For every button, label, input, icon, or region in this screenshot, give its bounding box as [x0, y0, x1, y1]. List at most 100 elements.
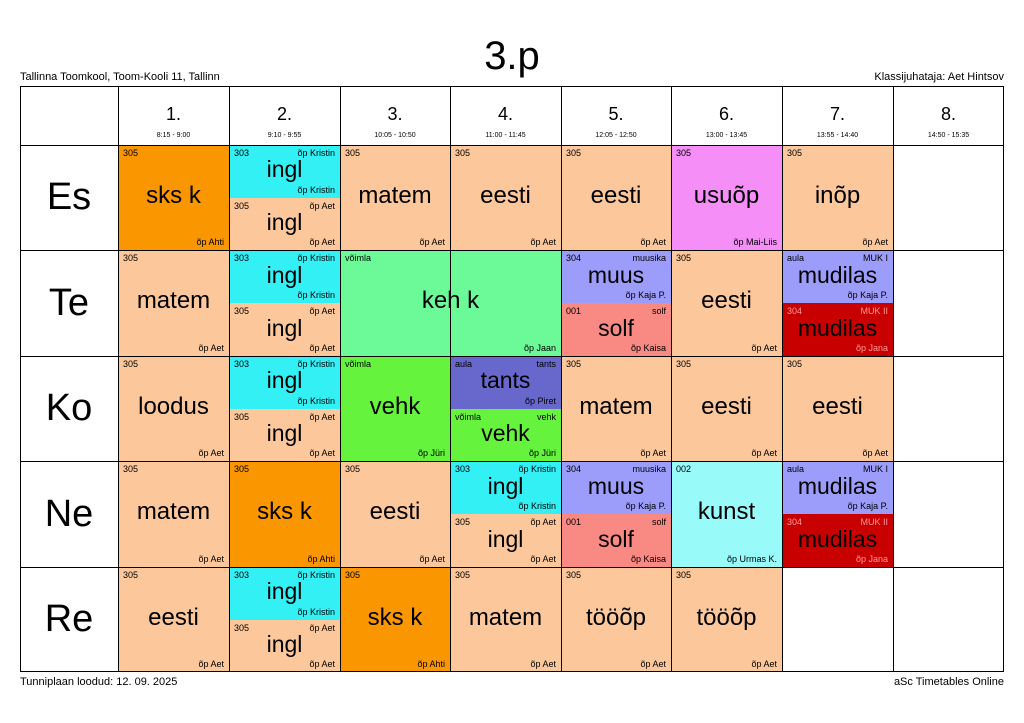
lesson-card[interactable]: 305 sks k õp Ahti [340, 567, 450, 672]
lesson-group: MUK II [860, 517, 888, 527]
lesson-card[interactable]: 305 õp Aet ingl õp Aet [229, 619, 340, 672]
lesson-subject: mudilas [797, 261, 878, 288]
lesson-card[interactable]: 305 matem õp Aet [561, 356, 671, 461]
lesson-card[interactable]: 305 eesti õp Aet [671, 356, 782, 461]
lesson-teacher: õp Aet [751, 659, 777, 669]
lesson-teacher: õp Aet [751, 448, 777, 458]
grid-line-horizontal [20, 145, 1004, 146]
lesson-card[interactable]: 303 õp Kristin ingl õp Kristin [450, 461, 561, 514]
lesson-card[interactable]: 304 MUK II mudilas õp Jana [782, 514, 893, 567]
lesson-card[interactable]: 305 eesti õp Aet [340, 461, 450, 567]
lesson-subject: solf [598, 314, 634, 341]
lesson-group: õp Kristin [297, 253, 335, 263]
lesson-teacher: õp Ahti [417, 659, 445, 669]
lesson-teacher: õp Jana [855, 343, 888, 353]
lesson-room: 305 [566, 359, 582, 369]
lesson-subject: ingl [487, 472, 524, 499]
lesson-card[interactable]: 305 sks k õp Ahti [229, 461, 340, 567]
lesson-subject: eesti [590, 181, 642, 209]
software-credit: aSc Timetables Online [893, 676, 1004, 688]
lesson-teacher: õp Aet [640, 448, 666, 458]
period-time: 11:00 - 11:45 [485, 132, 526, 139]
lesson-room: 305 [787, 148, 803, 158]
lesson-card[interactable]: 002 kunst õp Urmas K. [671, 461, 782, 567]
lesson-subject: ingl [266, 419, 303, 446]
lesson-group: õp Aet [309, 306, 335, 316]
lesson-card[interactable]: võimla vehk õp Jüri [340, 356, 450, 461]
lesson-card[interactable]: 305 õp Aet ingl õp Aet [229, 197, 340, 250]
lesson-group: muusika [632, 253, 666, 263]
lesson-subject: mudilas [797, 472, 878, 499]
lesson-teacher: õp Aet [751, 343, 777, 353]
lesson-subject: tööõp [585, 603, 647, 631]
lesson-room: 305 [345, 464, 361, 474]
lesson-card[interactable]: aula tants tants õp Piret [450, 356, 561, 409]
lesson-group: õp Kristin [297, 570, 335, 580]
lesson-subject: ingl [266, 261, 303, 288]
lesson-teacher: õp Aet [640, 237, 666, 247]
lesson-group: õp Aet [309, 411, 335, 422]
lesson-teacher: õp Aet [419, 237, 445, 247]
lesson-teacher: õp Kristin [518, 501, 556, 511]
lesson-card[interactable]: võimla vehk vehk õp Jüri [450, 408, 561, 461]
lesson-card[interactable]: 001 solf solf õp Kaisa [561, 514, 671, 567]
lesson-card[interactable]: 305 eesti õp Aet [118, 567, 229, 672]
lesson-card[interactable]: 001 solf solf õp Kaisa [561, 303, 671, 356]
lesson-card[interactable]: 305 matem õp Aet [450, 567, 561, 672]
period-header: 2. 9:10 - 9:55 [229, 86, 340, 145]
lesson-card[interactable]: 305 õp Aet ingl õp Aet [229, 408, 340, 461]
lesson-card[interactable]: 305 eesti õp Aet [450, 145, 561, 250]
created-date: Tunniplaan loodud: 12. 09. 2025 [20, 676, 178, 688]
lesson-card[interactable]: 305 eesti õp Aet [561, 145, 671, 250]
lesson-card[interactable]: 305 tööõp õp Aet [671, 567, 782, 672]
lesson-subject: eesti [701, 392, 752, 420]
grid-line-vertical [671, 86, 672, 672]
lesson-card[interactable]: 305 eesti õp Aet [671, 250, 782, 356]
period-number: 3. [387, 104, 403, 124]
lesson-card[interactable]: 305 matem õp Aet [118, 461, 229, 567]
school-name: Tallinna Toomkool, Toom-Kooli 11, Tallin… [20, 71, 220, 83]
lesson-subject: ingl [266, 156, 303, 183]
lesson-room: aula [787, 253, 805, 263]
day-label: Te [48, 282, 90, 324]
grid-line-vertical [450, 86, 451, 672]
lesson-card[interactable]: 304 muusika muus õp Kaja P. [561, 250, 671, 303]
lesson-room: võimla [455, 411, 482, 422]
lesson-teacher: õp Ahti [196, 237, 224, 247]
lesson-room: 303 [455, 464, 471, 474]
lesson-card[interactable]: 303 õp Kristin ingl õp Kristin [229, 567, 340, 620]
period-header: 5. 12:05 - 12:50 [561, 86, 671, 145]
lesson-room: 305 [123, 570, 139, 580]
day-label: Es [46, 176, 92, 218]
lesson-card[interactable]: 303 õp Kristin ingl õp Kristin [229, 250, 340, 303]
lesson-room: 305 [234, 200, 250, 211]
lesson-teacher: õp Aet [862, 448, 888, 458]
lesson-subject: tants [480, 367, 531, 394]
lesson-card[interactable]: 305 õp Aet ingl õp Aet [450, 514, 561, 567]
lesson-subject: loodus [138, 392, 209, 420]
lesson-subject: matem [136, 287, 211, 314]
lesson-room: 305 [676, 570, 692, 580]
lesson-card[interactable]: 303 õp Kristin ingl õp Kristin [229, 356, 340, 409]
lesson-room: 304 [787, 517, 803, 527]
lesson-card[interactable]: 305 loodus õp Aet [118, 356, 229, 461]
lesson-card[interactable]: 305 matem õp Aet [118, 250, 229, 356]
lesson-card[interactable]: 305 sks k õp Ahti [118, 145, 229, 250]
lesson-card[interactable]: 304 MUK II mudilas õp Jana [782, 303, 893, 356]
timetable-grid: 1. 8:15 - 9:00 2. 9:10 - 9:55 3. 10:05 - 10:5… [20, 86, 1004, 672]
lesson-room: 305 [787, 359, 803, 369]
lesson-card[interactable]: 304 muusika muus õp Kaja P. [561, 461, 671, 514]
lesson-card[interactable]: 305 matem õp Aet [340, 145, 450, 250]
lesson-card[interactable]: 305 usuõp õp Mai-Liis [671, 145, 782, 250]
lesson-card[interactable]: 305 õp Aet ingl õp Aet [229, 303, 340, 356]
lesson-card[interactable]: 305 eesti õp Aet [782, 356, 893, 461]
grid-line-horizontal [20, 356, 1004, 357]
lesson-card[interactable]: 305 tööõp õp Aet [561, 567, 671, 672]
lesson-subject: eesti [369, 498, 421, 525]
period-time: 10:05 - 10:50 [374, 132, 416, 139]
lesson-card[interactable]: 303 õp Kristin ingl õp Kristin [229, 145, 340, 198]
grid-line-horizontal [20, 671, 1004, 672]
lesson-card[interactable]: 305 inõp õp Aet [782, 145, 893, 250]
